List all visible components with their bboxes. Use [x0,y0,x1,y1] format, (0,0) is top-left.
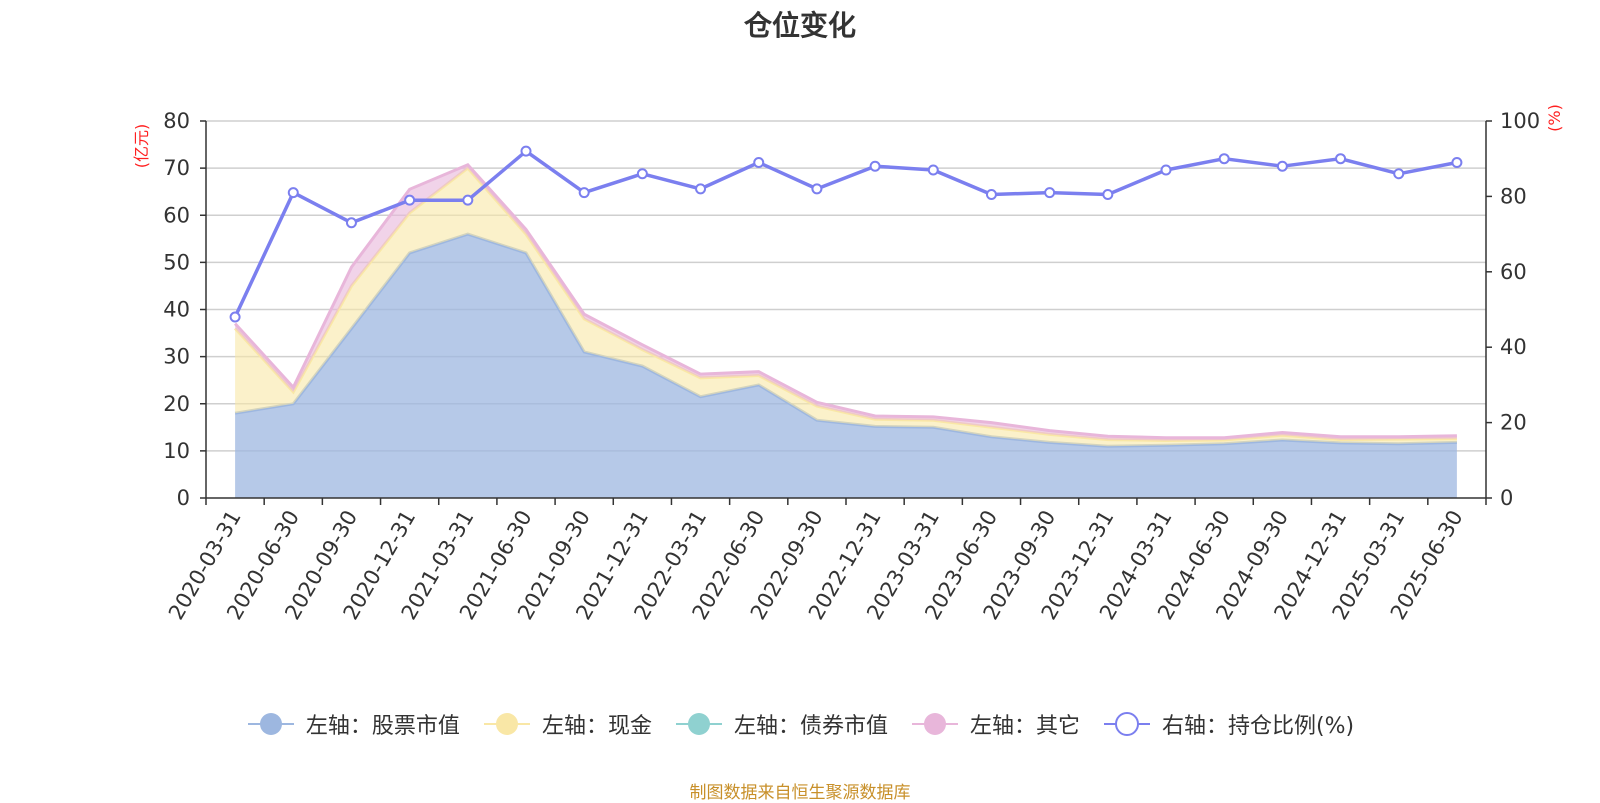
stacked-areas [233,163,1457,498]
left-tick-label: 60 [163,203,190,227]
ratio-point [1393,168,1405,180]
right-tick-label: 20 [1500,411,1527,435]
right-tick-label: 60 [1500,260,1527,284]
chart-title: 仓位变化 [743,9,856,42]
left-tick-label: 80 [163,109,190,133]
ratio-point [1102,189,1114,201]
left-tick-label: 70 [163,156,190,180]
legend-item[interactable]: 左轴：股票市值 [246,708,460,740]
ratio-point [985,189,997,201]
left-tick-label: 20 [163,392,190,416]
legend-item[interactable]: 左轴：其它 [910,708,1080,740]
area-0 [235,234,1457,498]
left-tick-label: 10 [163,439,190,463]
ratio-point [1451,156,1463,168]
left-tick-label: 30 [163,345,190,369]
ratio-line [229,145,1463,323]
ratio-point [1160,164,1172,176]
source-note: 制图数据来自恒生聚源数据库 [689,783,911,803]
area-edge-3 [233,163,1457,440]
chart-canvas: 010203040506070800204060801002020-03-312… [132,104,1564,624]
legend-marker-icon [483,713,530,735]
legend-item[interactable]: 左轴：债券市值 [674,708,888,740]
area-edge-1 [233,166,1457,443]
legend-marker-icon [911,713,958,735]
legend-marker-icon [247,713,294,735]
legend-label: 左轴：债券市值 [733,714,888,739]
ratio-point [229,311,241,323]
ratio-point [520,145,532,157]
ratio-line-path [233,149,1458,318]
ratio-point [462,194,474,206]
left-tick-label: 0 [177,486,190,510]
ratio-point [927,164,939,176]
legend-label: 左轴：其它 [969,714,1080,739]
legend-item[interactable]: 右轴：持仓比例(%) [1102,708,1354,740]
ratio-point [1218,153,1230,165]
left-axis-unit: (亿元) [132,124,151,169]
left-tick-label: 40 [163,298,190,322]
right-tick-label: 0 [1500,486,1513,510]
ratio-point [404,194,416,206]
right-axis-unit: (%) [1545,104,1564,132]
legend-label: 右轴：持仓比例(%) [1161,714,1355,739]
ratio-point [811,183,823,195]
left-tick-label: 50 [163,250,190,274]
right-tick-label: 40 [1500,335,1527,359]
right-tick-label: 80 [1500,184,1527,208]
right-tick-label: 100 [1500,109,1540,133]
ratio-point [287,187,299,199]
legend-label: 左轴：股票市值 [305,714,460,739]
ratio-point [1276,160,1288,172]
ratio-point [345,217,357,229]
ratio-point [1335,153,1347,165]
ratio-point [636,168,648,180]
ratio-point [753,156,765,168]
ratio-point [869,160,881,172]
legend-marker-icon [1103,712,1150,736]
legend-item[interactable]: 左轴：现金 [482,708,652,740]
ratio-point [695,183,707,195]
ratio-point [1044,187,1056,199]
legend-label: 左轴：现金 [541,714,652,739]
legend-marker-icon [675,713,722,735]
legend: 左轴：股票市值 左轴：现金 左轴：债券市值 左轴：其它 右轴：持仓比例(%) [0,708,1600,740]
ratio-point [578,187,590,199]
